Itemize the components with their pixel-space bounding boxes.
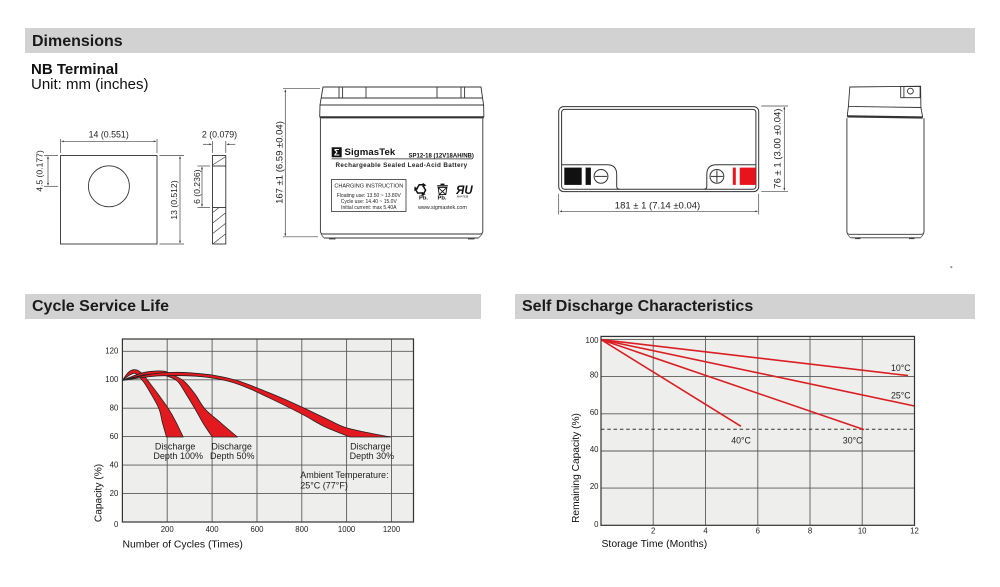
svg-text:Storage Time (Months): Storage Time (Months) xyxy=(602,539,708,550)
svg-text:20: 20 xyxy=(110,489,119,498)
svg-text:100: 100 xyxy=(585,336,599,345)
svg-text:Ambient Temperature:: Ambient Temperature: xyxy=(300,470,388,480)
svg-text:Initial current: max 5.40A: Initial current: max 5.40A xyxy=(341,205,397,211)
svg-text:Number of Cycles (Times): Number of Cycles (Times) xyxy=(123,539,243,550)
svg-text:ЯU: ЯU xyxy=(455,185,473,197)
svg-text:12: 12 xyxy=(910,527,919,536)
svg-text:2 (0.079): 2 (0.079) xyxy=(202,130,237,140)
svg-text:4.5 (0.177): 4.5 (0.177) xyxy=(34,150,44,192)
svg-text:Discharge: Discharge xyxy=(211,441,252,451)
svg-text:SP12-18 (12V18AH/NB): SP12-18 (12V18AH/NB) xyxy=(409,153,474,159)
svg-text:www.sigmastek.com: www.sigmastek.com xyxy=(417,205,467,211)
svg-text:600: 600 xyxy=(250,525,264,534)
svg-text:1200: 1200 xyxy=(383,525,401,534)
svg-text:SigmasTek: SigmasTek xyxy=(345,147,396,158)
svg-text:13 (0.512): 13 (0.512) xyxy=(169,180,179,219)
svg-text:20: 20 xyxy=(590,482,599,491)
svg-text:14 (0.551): 14 (0.551) xyxy=(89,130,129,140)
svg-text:2: 2 xyxy=(651,527,655,536)
svg-text:60: 60 xyxy=(110,432,119,441)
svg-text:167 ±1 (6.59 ±0.04): 167 ±1 (6.59 ±0.04) xyxy=(275,121,286,204)
svg-text:Depth 30%: Depth 30% xyxy=(350,451,395,461)
svg-text:Pb.: Pb. xyxy=(419,196,428,202)
svg-text:80: 80 xyxy=(110,403,119,412)
svg-text:200: 200 xyxy=(161,525,175,534)
svg-text:120: 120 xyxy=(105,347,119,356)
svg-text:Floating use: 13.50 ~ 13.80V: Floating use: 13.50 ~ 13.80V xyxy=(337,193,402,199)
svg-text:CHARGING INSTRUCTION: CHARGING INSTRUCTION xyxy=(334,184,403,190)
svg-text:80: 80 xyxy=(590,371,599,380)
svg-text:40: 40 xyxy=(590,445,599,454)
svg-text:40: 40 xyxy=(110,460,119,469)
svg-text:60: 60 xyxy=(590,408,599,417)
svg-text:0: 0 xyxy=(594,520,599,529)
svg-text:800: 800 xyxy=(295,525,309,534)
svg-text:Depth 50%: Depth 50% xyxy=(210,451,255,461)
svg-text:MH47638: MH47638 xyxy=(457,195,469,199)
svg-text:4: 4 xyxy=(703,527,708,536)
svg-text:40°C: 40°C xyxy=(731,435,751,445)
svg-text:Capacity (%): Capacity (%) xyxy=(94,464,105,522)
svg-text:0: 0 xyxy=(114,520,119,529)
svg-text:25°C (77°F): 25°C (77°F) xyxy=(300,480,348,490)
svg-text:6: 6 xyxy=(756,527,760,536)
svg-text:25°C: 25°C xyxy=(891,391,911,401)
svg-text:8: 8 xyxy=(808,527,812,536)
svg-text:Discharge: Discharge xyxy=(155,441,196,451)
svg-text:400: 400 xyxy=(206,525,220,534)
svg-text:Σ: Σ xyxy=(334,148,340,159)
svg-text:Discharge: Discharge xyxy=(350,441,391,451)
svg-text:30°C: 30°C xyxy=(843,435,863,445)
svg-text:Pb.: Pb. xyxy=(438,196,447,202)
svg-text:10: 10 xyxy=(858,527,867,536)
svg-text:6 (0.236): 6 (0.236) xyxy=(192,169,202,204)
svg-text:1000: 1000 xyxy=(338,525,356,534)
svg-text:10°C: 10°C xyxy=(891,363,911,373)
svg-text:76 ± 1 (3.00 ±0.04): 76 ± 1 (3.00 ±0.04) xyxy=(773,109,784,189)
svg-text:181 ± 1 (7.14 ±0.04): 181 ± 1 (7.14 ±0.04) xyxy=(615,200,700,211)
svg-text:Depth 100%: Depth 100% xyxy=(153,451,203,461)
svg-text:100: 100 xyxy=(105,375,119,384)
svg-text:Rechargeable Sealed Lead-Acid: Rechargeable Sealed Lead-Acid Battery xyxy=(336,162,468,169)
svg-text:Remaining Capacity (%): Remaining Capacity (%) xyxy=(571,413,582,523)
svg-text:Cycle use: 14.40 ~ 15.0V: Cycle use: 14.40 ~ 15.0V xyxy=(341,199,398,205)
